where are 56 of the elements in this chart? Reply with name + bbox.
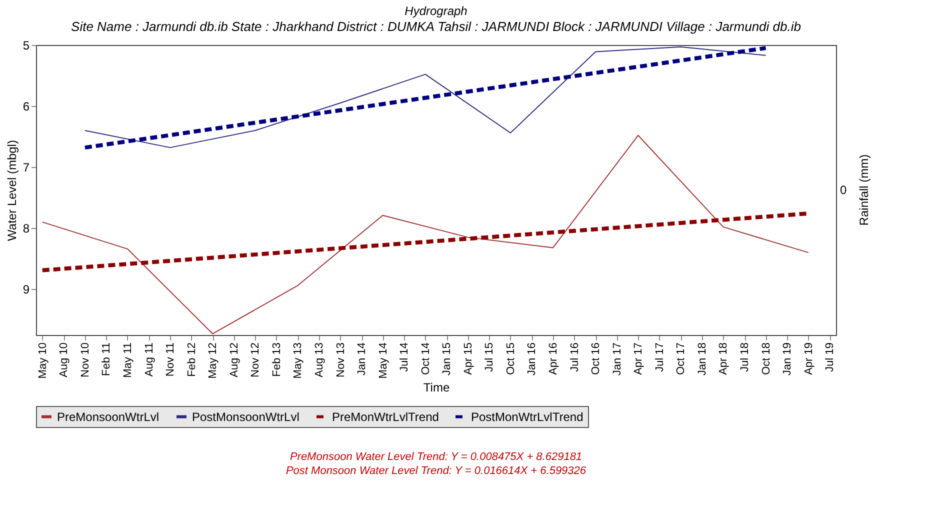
x-tick-label: Jul 15 — [484, 342, 496, 372]
y-tick-label: 5 — [22, 38, 30, 52]
y-tick-label: 7 — [22, 160, 30, 175]
y-tick-label: 9 — [22, 282, 30, 297]
x-tick-label: Feb 13 — [270, 342, 283, 377]
x-tick-label: Aug 10 — [58, 342, 70, 378]
x-tick-label: Nov 10 — [79, 342, 92, 378]
x-tick-label: Jul 14 — [398, 342, 411, 372]
x-tick-label: Feb 12 — [186, 342, 198, 377]
x-tick-label: Jul 16 — [568, 342, 581, 372]
x-tick-label: May 11 — [122, 342, 134, 378]
x-tick-label: Aug 11 — [143, 342, 156, 377]
x-tick-label: Jan 19 — [782, 342, 794, 376]
chart-subtitle: Site Name : Jarmundi db.ib State : Jharkhand District : DUMKA Tahsil : JARMUNDI Block : JARMUNDI Village : Jarmundi db.ib — [71, 19, 801, 34]
legend-label: PostMonsoonWtrLvl — [192, 410, 300, 424]
legend-label: PostMonWtrLvlTrend — [471, 410, 584, 424]
x-tick-label: Oct 17 — [675, 342, 688, 375]
x-tick-label: Oct 14 — [420, 342, 432, 375]
y2-axis-title: Rainfall (mm) — [857, 154, 871, 226]
x-tick-label: Apr 15 — [462, 342, 474, 375]
y-axis-title: Water Level (mbgl) — [4, 140, 19, 241]
x-tick-label: Jan 18 — [696, 342, 708, 376]
x-tick-label: May 14 — [377, 342, 390, 379]
x-tick-label: Nov 12 — [250, 342, 262, 378]
text: 0 — [840, 183, 847, 197]
y-tick-label: 6 — [22, 100, 30, 114]
x-tick-label: Nov 11 — [164, 342, 177, 377]
x-tick-label: Jan 15 — [441, 342, 454, 376]
x-tick-label: Jul 17 — [654, 342, 666, 372]
x-tick-label: Oct 15 — [504, 342, 517, 375]
legend-label: PreMonWtrLvlTrend — [332, 410, 439, 424]
text: PreMonsoon Water Level Trend: Y = 0.008475X + 8.629181 — [290, 451, 582, 463]
x-tick-label: May 12 — [207, 342, 220, 379]
x-tick-label: Oct 18 — [760, 342, 772, 375]
y-tick-label: 8 — [22, 222, 30, 236]
x-tick-label: Apr 17 — [632, 342, 645, 375]
x-tick-label: Feb 11 — [100, 342, 113, 376]
legend-label: PreMonsoonWtrLvl — [57, 410, 160, 424]
x-tick-label: Jan 17 — [611, 342, 624, 376]
line-series — [42, 134, 809, 334]
x-tick-label: Jan 14 — [356, 342, 368, 376]
x-tick-label: Jan 16 — [526, 342, 538, 376]
text: Post Monsoon Water Level Trend: Y = 0.016614X + 6.599326 — [286, 465, 587, 477]
x-tick-label: Apr 18 — [718, 342, 730, 375]
chart-title: Hydrograph — [404, 4, 468, 18]
x-tick-label: Jul 19 — [824, 342, 836, 372]
x-tick-label: Apr 16 — [548, 342, 560, 375]
x-tick-label: Aug 13 — [313, 342, 326, 378]
x-tick-label: Aug 12 — [228, 342, 240, 378]
x-axis-title: Time — [423, 380, 450, 395]
x-tick-label: Jul 18 — [739, 342, 752, 372]
x-tick-label: May 13 — [292, 342, 304, 379]
x-tick-label: Oct 16 — [590, 342, 602, 375]
x-tick-label: Nov 13 — [334, 342, 347, 378]
x-tick-label: Apr 19 — [802, 342, 815, 375]
x-tick-label: May 10 — [36, 342, 49, 379]
